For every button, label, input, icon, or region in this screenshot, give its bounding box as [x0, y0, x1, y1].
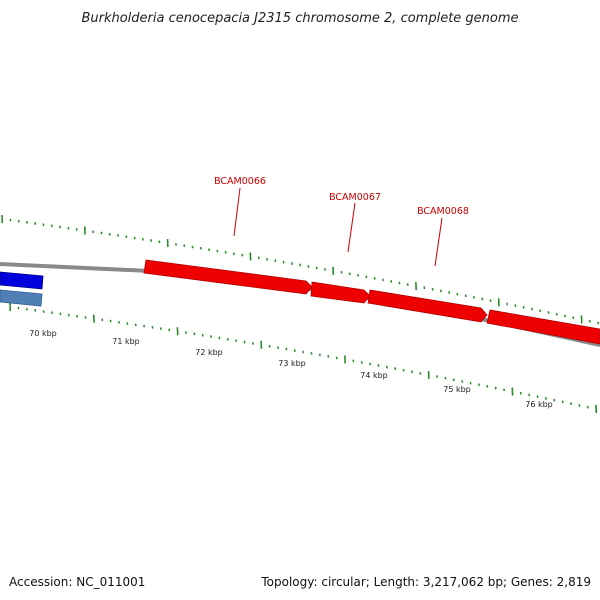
- gene-arrow-bcam0067: [310, 281, 371, 304]
- genome-backbone: [0, 262, 600, 347]
- gene-label-leader: [347, 202, 356, 253]
- scale-label-74kbp: 74 kbp: [360, 371, 388, 380]
- scale-label-76kbp: 76 kbp: [525, 400, 553, 409]
- gene-label-bcam0066: BCAM0066: [214, 176, 266, 187]
- scale-label-72kbp: 72 kbp: [195, 348, 223, 357]
- accession-label: Accession: NC_011001: [9, 575, 146, 589]
- map-title: Burkholderia cenocepacia J2315 chromosom…: [81, 11, 519, 26]
- reverse-gene-light: [0, 289, 43, 307]
- gene-arrow-next: [486, 309, 600, 345]
- gene-arrow-bcam0068: [367, 289, 488, 323]
- genome-summary-label: Topology: circular; Length: 3,217,062 bp…: [261, 575, 591, 589]
- reverse-gene-dark: [0, 271, 44, 290]
- gene-arrow-bcam0066: [143, 259, 313, 295]
- gene-label-bcam0068: BCAM0068: [417, 206, 469, 217]
- gene-label-leader: [233, 187, 241, 237]
- scale-label-75kbp: 75 kbp: [443, 385, 471, 394]
- inner-tick-ring: [9, 302, 598, 414]
- scale-label-70kbp: 70 kbp: [29, 329, 57, 338]
- outer-tick-ring: [1, 214, 600, 325]
- scale-label-73kbp: 73 kbp: [278, 359, 306, 368]
- gene-label-leader: [434, 217, 443, 267]
- scale-label-71kbp: 71 kbp: [112, 337, 140, 346]
- gene-label-bcam0067: BCAM0067: [329, 192, 381, 203]
